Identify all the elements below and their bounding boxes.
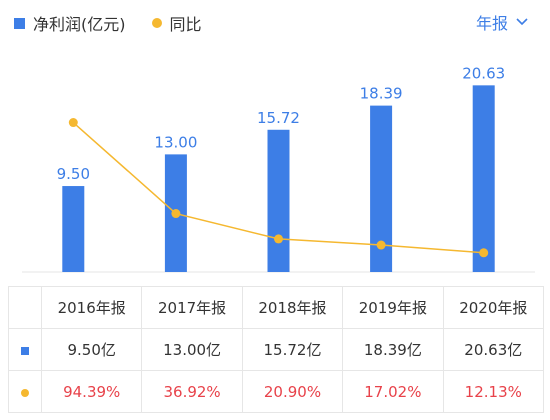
- yoy-row-marker-cell: [8, 370, 42, 413]
- table-cell: 12.13%: [442, 370, 545, 413]
- table-header-cell: 2016年报: [40, 286, 143, 329]
- table-row-yoy: 94.39% 36.92% 20.90% 17.02% 12.13%: [8, 370, 545, 413]
- legend-item-yoy: 同比: [151, 11, 202, 35]
- net-profit-chart: 9.50 13.00 15.72 18.39 20.63: [22, 64, 535, 273]
- yoy-point-2016年报[interactable]: [68, 118, 78, 128]
- period-selector-label: 年报: [475, 14, 508, 33]
- bar-value-label: 15.72: [257, 109, 300, 127]
- bar-value-label: 9.50: [57, 165, 90, 183]
- table-header-cell: 2017年报: [141, 286, 243, 329]
- table-corner-cell: [8, 286, 42, 329]
- period-selector[interactable]: 年报: [476, 10, 528, 34]
- bar-2020年报[interactable]: [472, 85, 495, 272]
- chart-legend: 净利润(亿元) 同比: [14, 11, 228, 35]
- legend-dot-swatch: [151, 18, 162, 28]
- table-cell: 20.63亿: [442, 328, 545, 371]
- table-cell: 18.39亿: [342, 328, 444, 371]
- profit-row-marker: [21, 346, 29, 355]
- bar-value-label: 13.00: [154, 133, 197, 151]
- yoy-row-marker: [21, 388, 29, 397]
- table-cell: 15.72亿: [241, 328, 344, 371]
- table-cell: 13.00亿: [141, 328, 243, 371]
- bar-value-label: 20.63: [462, 64, 505, 82]
- table-cell: 17.02%: [342, 370, 444, 413]
- table-cell: 20.90%: [241, 370, 344, 413]
- table-row-profit: 9.50亿 13.00亿 15.72亿 18.39亿 20.63亿: [8, 328, 545, 371]
- profit-row-marker-cell: [8, 328, 42, 371]
- table-header-cell: 2020年报: [442, 286, 545, 329]
- table-cell: 94.39%: [40, 370, 143, 413]
- table-cell: 9.50亿: [40, 328, 143, 371]
- bar-2019年报[interactable]: [370, 105, 393, 272]
- yoy-point-2019年报[interactable]: [376, 240, 386, 250]
- bar-value-label: 18.39: [360, 85, 403, 103]
- table-header-cell: 2019年报: [342, 286, 444, 329]
- legend-bar-swatch: [14, 17, 25, 29]
- legend-item-profit: 净利润(亿元): [14, 11, 126, 35]
- legend-label-yoy: 同比: [169, 15, 202, 34]
- table-header-row: 2016年报 2017年报 2018年报 2019年报 2020年报: [8, 286, 545, 329]
- yoy-point-2020年报[interactable]: [479, 248, 489, 258]
- chevron-down-icon: [516, 18, 528, 26]
- yoy-point-2018年报[interactable]: [274, 234, 283, 244]
- data-table: 2016年报 2017年报 2018年报 2019年报 2020年报 9.50亿…: [8, 286, 545, 413]
- bar-2016年报[interactable]: [62, 186, 85, 272]
- bar-2018年报[interactable]: [267, 129, 290, 272]
- table-cell: 36.92%: [141, 370, 243, 413]
- table-header-cell: 2018年报: [241, 286, 344, 329]
- yoy-point-2017年报[interactable]: [171, 209, 181, 219]
- legend-label-profit: 净利润(亿元): [33, 15, 126, 34]
